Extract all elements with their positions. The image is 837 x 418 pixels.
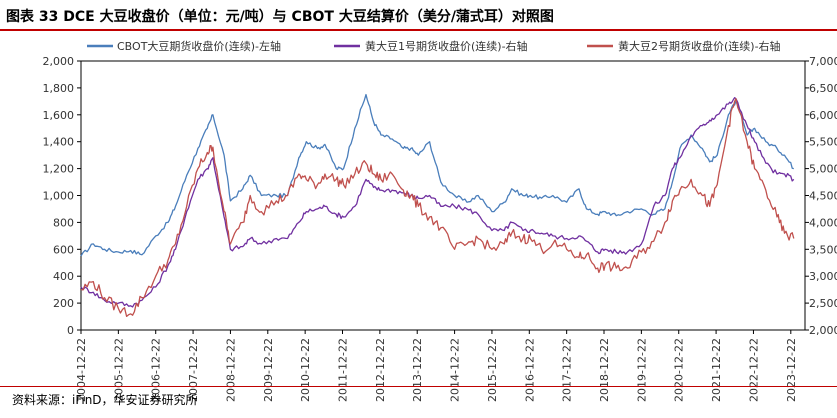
x-tick-label: 2022-12-22 (747, 338, 760, 402)
legend-label-2: 黄大豆1号期货收盘价(连续)-右轴 (365, 39, 528, 53)
left-tick-label: 2,000 (43, 55, 75, 68)
legend-label-3: 黄大豆2号期货收盘价(连续)-右轴 (618, 39, 781, 53)
series-line-3 (80, 98, 795, 318)
right-tick-label: 4,500 (809, 190, 837, 203)
right-tick-label: 2,500 (809, 297, 837, 310)
x-tick-label: 2018-12-22 (598, 338, 611, 402)
x-tick-label: 2015-12-22 (486, 338, 499, 402)
right-tick-label: 5,500 (809, 136, 837, 149)
x-tick-label: 2017-12-22 (561, 338, 574, 402)
plot-frame (80, 60, 806, 331)
left-tick-label: 1,200 (43, 163, 75, 176)
x-tick-label: 2007-12-22 (187, 338, 200, 402)
x-tick-label: 2021-12-22 (710, 338, 723, 402)
right-tick-label: 3,500 (809, 243, 837, 256)
x-tick-label: 2019-12-22 (635, 338, 648, 402)
chart-title: 图表 33 DCE 大豆收盘价（单位：元/吨）与 CBOT 大豆结算价（美分/蒲… (6, 9, 554, 25)
x-tick-label: 2016-12-22 (523, 338, 536, 402)
x-tick-label: 2010-12-22 (299, 338, 312, 402)
chart-legend: CBOT大豆期货收盘价(连续)-左轴 黄大豆1号期货收盘价(连续)-右轴 黄大豆2号… (87, 39, 781, 53)
left-tick-label: 800 (53, 216, 74, 229)
right-tick-label: 4,000 (809, 216, 837, 229)
title-divider (0, 29, 837, 31)
x-tick-label: 2006-12-22 (150, 338, 163, 402)
left-tick-label: 400 (53, 270, 74, 283)
x-tick-label: 2023-12-22 (785, 338, 798, 402)
series-line-2 (80, 97, 795, 308)
x-tick-label: 2009-12-22 (262, 338, 275, 402)
left-tick-label: 1,400 (43, 136, 75, 149)
x-tick-label: 2013-12-22 (411, 338, 424, 402)
right-tick-label: 5,000 (809, 163, 837, 176)
right-tick-label: 6,000 (809, 109, 837, 122)
x-tick-label: 2012-12-22 (374, 338, 387, 402)
left-tick-label: 1,000 (43, 190, 75, 203)
right-tick-label: 6,500 (809, 82, 837, 95)
right-tick-label: 3,000 (809, 270, 837, 283)
left-tick-label: 200 (53, 297, 74, 310)
left-tick-label: 600 (53, 243, 74, 256)
x-tick-label: 2020-12-22 (673, 338, 686, 402)
series-line-1 (80, 93, 794, 257)
chart-axes: 0 200 400 600 800 1,000 1,200 1,400 1,600 1,800 2,… (43, 55, 837, 402)
chart-series (80, 93, 795, 318)
right-tick-label: 2,000 (809, 324, 837, 337)
x-tick-label: 2008-12-22 (224, 338, 237, 402)
footer-divider (0, 386, 837, 387)
legend-label-1: CBOT大豆期货收盘价(连续)-左轴 (117, 39, 281, 53)
x-tick-label: 2004-12-22 (75, 338, 88, 402)
x-tick-label: 2005-12-22 (112, 338, 125, 402)
right-tick-label: 7,000 (809, 55, 837, 68)
left-tick-label: 0 (67, 324, 74, 337)
left-tick-label: 1,600 (43, 109, 75, 122)
x-tick-label: 2014-12-22 (449, 338, 462, 402)
left-tick-label: 1,800 (43, 82, 75, 95)
x-tick-label: 2011-12-22 (337, 338, 350, 402)
source-note: 资料来源：iFinD，华安证券研究所 (12, 393, 198, 407)
